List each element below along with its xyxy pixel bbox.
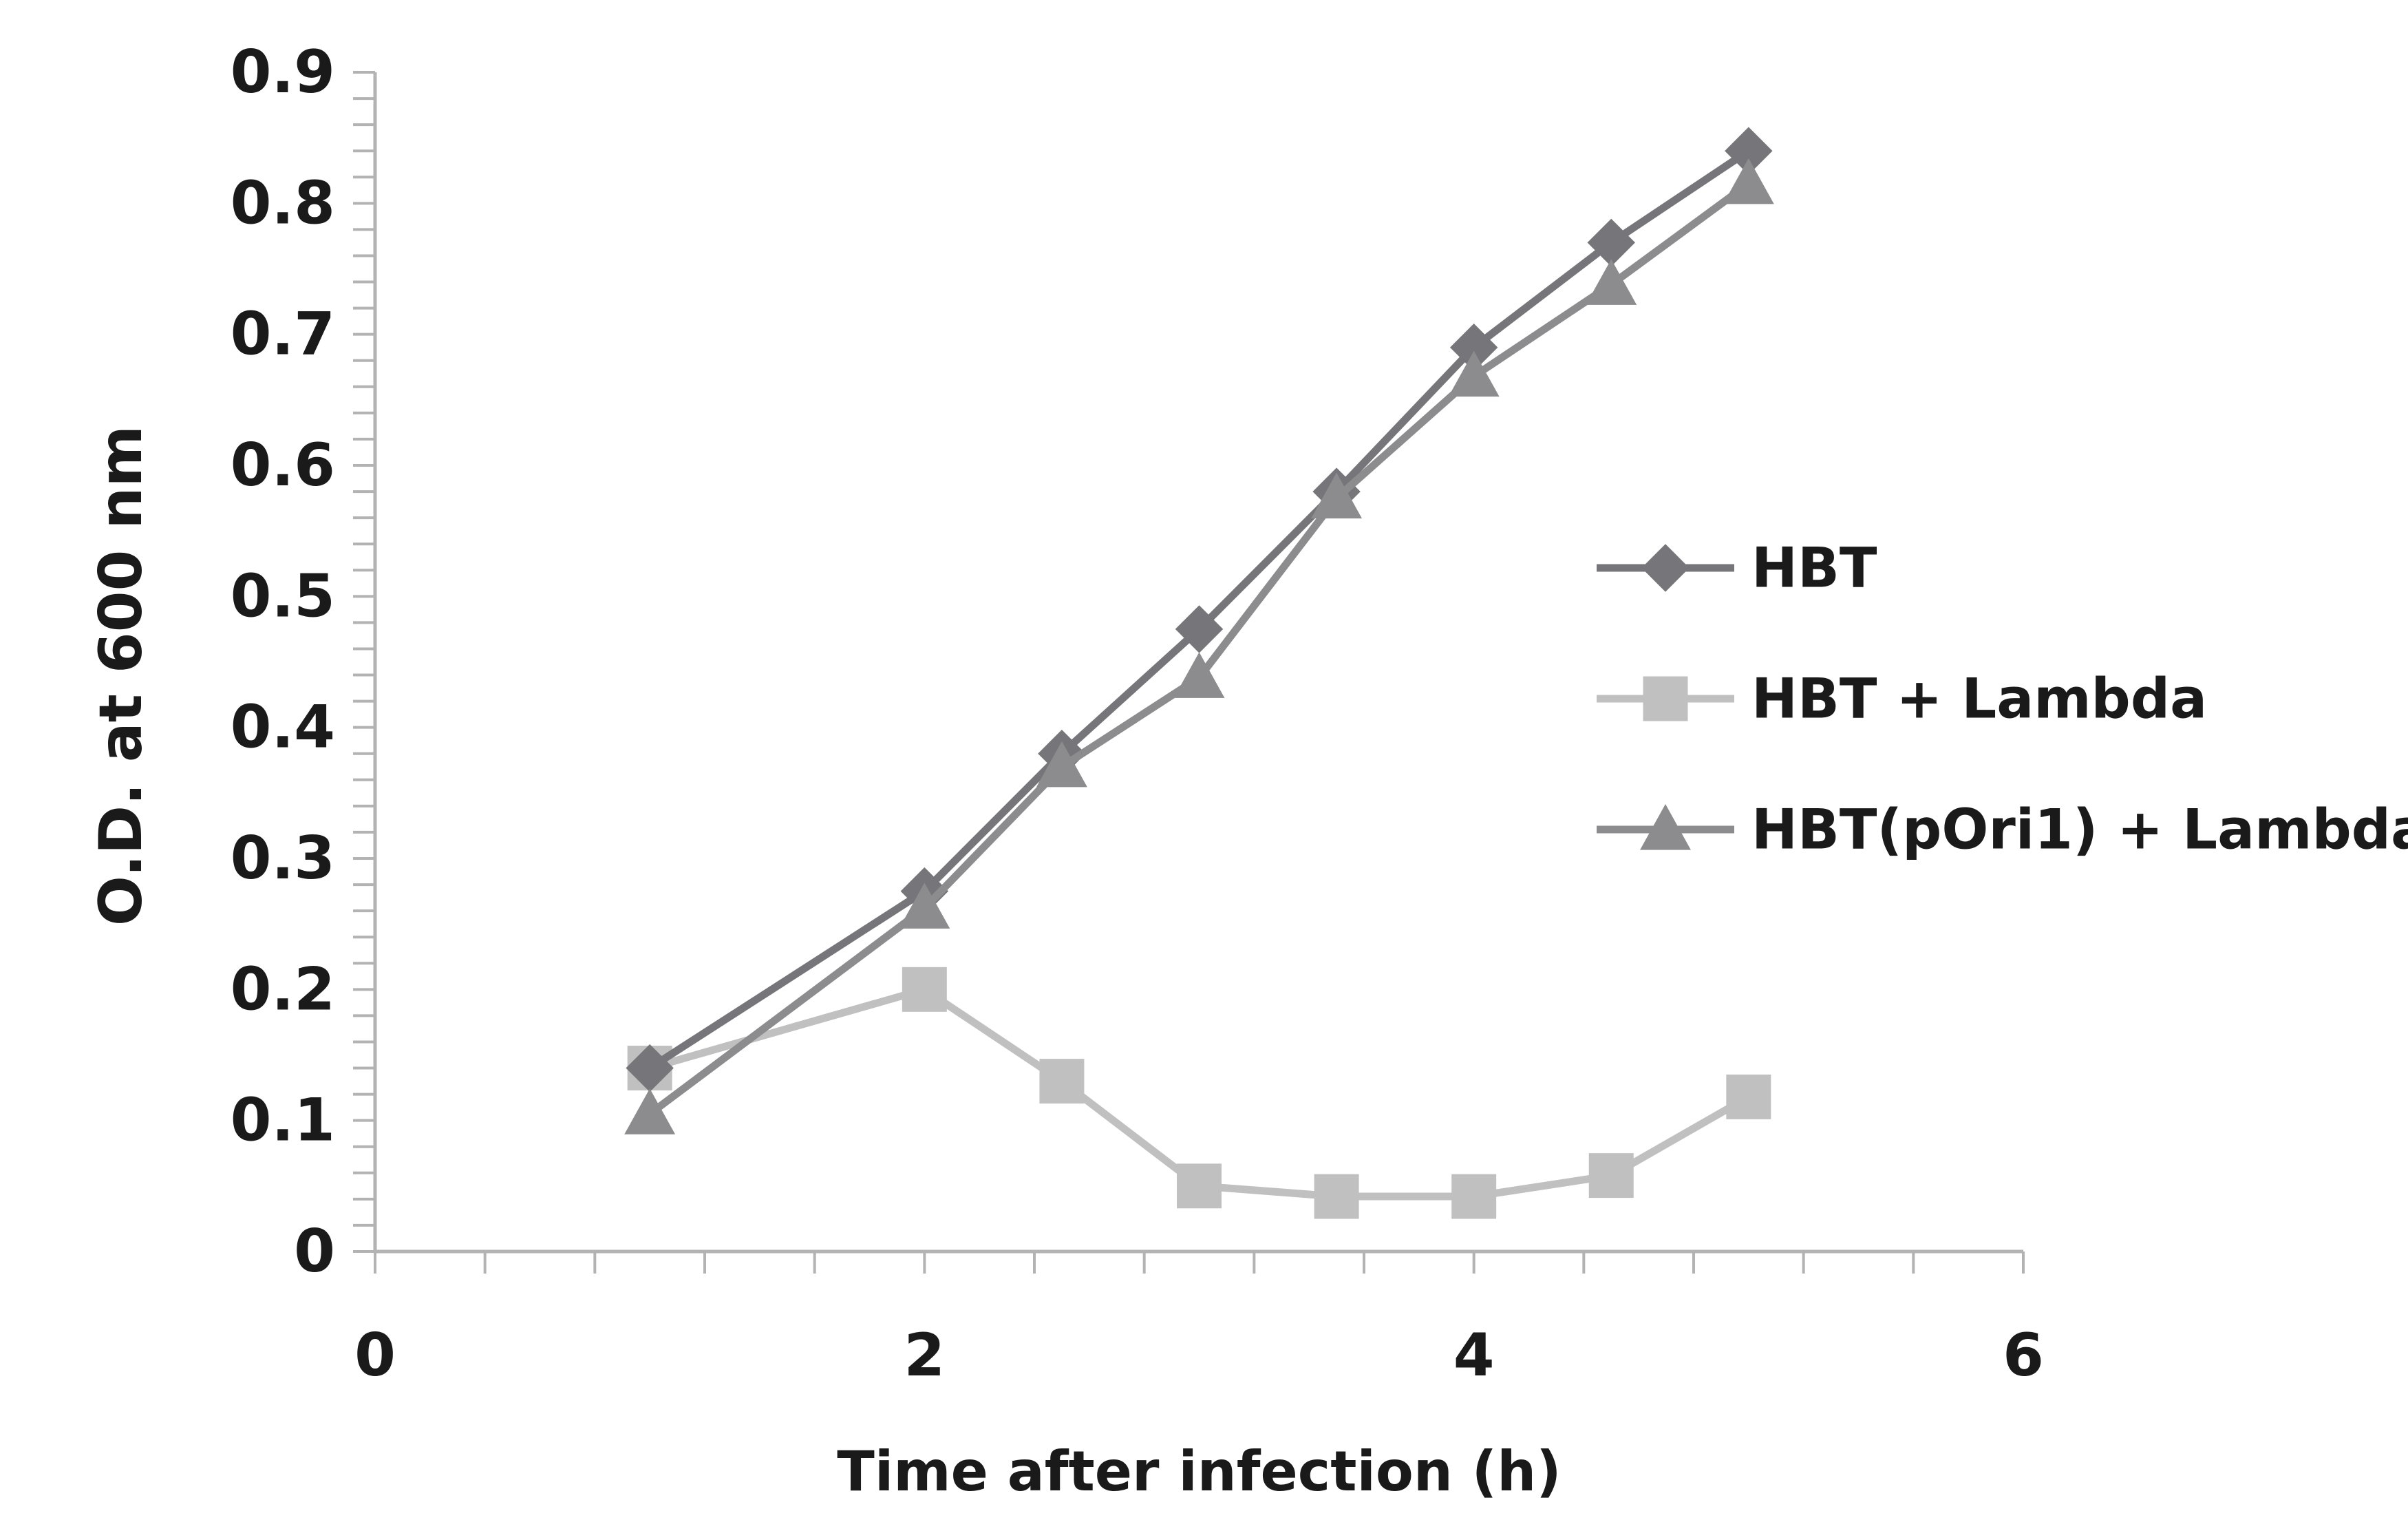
data-point [624, 1088, 676, 1134]
legend-swatch-marker [1640, 804, 1691, 850]
series-line [646, 147, 1753, 1073]
legend-swatch-marker [1643, 676, 1688, 721]
x-tick-label: 0 [354, 1321, 396, 1390]
legend-label: HBT [1751, 536, 1877, 600]
data-point [1725, 127, 1773, 175]
data-point [1587, 218, 1635, 267]
y-tick-label: 0.8 [231, 169, 335, 237]
data-point [1723, 158, 1774, 204]
data-point [1588, 1153, 1634, 1199]
legend-label: HBT + Lambda [1751, 667, 2207, 731]
data-point [1586, 259, 1637, 305]
y-tick-label: 0.4 [231, 693, 335, 762]
y-tick-label: 0.3 [231, 824, 335, 893]
data-point [1451, 1174, 1497, 1219]
x-tick-label: 6 [2003, 1321, 2044, 1390]
x-tick-label: 2 [904, 1321, 945, 1390]
y-tick-label: 0.7 [231, 300, 335, 369]
series-1 [626, 127, 1773, 1092]
y-tick-label: 0.6 [231, 431, 335, 500]
data-point [626, 1044, 674, 1092]
legend-item: HBT(pOri1) + Lambda [1597, 798, 2408, 862]
data-point [1314, 1174, 1359, 1219]
data-point [902, 967, 947, 1012]
data-point [1311, 472, 1363, 519]
y-tick-label: 0.1 [231, 1086, 335, 1155]
y-tick-label: 0.9 [231, 38, 335, 107]
legend-item: HBT + Lambda [1597, 667, 2207, 731]
data-point [1173, 652, 1225, 698]
legend-swatch-marker [1641, 544, 1690, 592]
x-tick-label: 4 [1453, 1321, 1495, 1390]
legend: HBT HBT + Lambda HBT(pOri1) + Lambda [1597, 536, 2408, 862]
series-line [646, 985, 1753, 1201]
series-3 [624, 158, 1774, 1134]
legend-item: HBT [1597, 536, 1877, 600]
y-tick-label: 0.5 [231, 562, 335, 631]
axes: 0 0.1 0.2 0.3 0.4 0.5 0.6 0.7 0.8 0.9 0 2 4 6 [231, 38, 2044, 1390]
data-point [1448, 350, 1500, 397]
y-axis-title: O.D. at 600 nm [87, 425, 156, 926]
plot-area [624, 127, 1774, 1219]
data-point [1726, 1074, 1771, 1119]
data-point [899, 883, 950, 929]
y-tick-label: 0 [294, 1217, 335, 1286]
y-tick-label: 0.2 [231, 955, 335, 1024]
data-point [1449, 323, 1498, 372]
data-point [1175, 605, 1224, 653]
data-point [1036, 741, 1087, 788]
legend-label: HBT(pOri1) + Lambda [1751, 798, 2408, 862]
data-point [1039, 1059, 1085, 1104]
series-line [646, 180, 1753, 1118]
x-axis-title: Time after infection (h) [837, 1439, 1561, 1503]
data-point [1177, 1163, 1222, 1209]
